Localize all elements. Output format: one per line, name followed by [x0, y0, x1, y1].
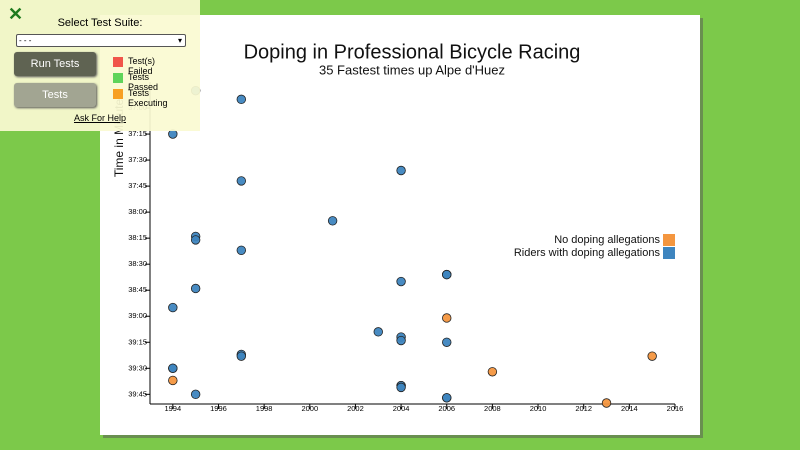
y-tick-label: 37:15 [128, 129, 147, 138]
x-tick-label: 1994 [164, 404, 181, 413]
y-tick-label: 38:30 [128, 259, 147, 268]
legend-label: Riders with doping allegations [514, 247, 661, 259]
dot [190, 235, 201, 245]
legend-label: No doping allegations [554, 234, 660, 246]
dot [236, 176, 247, 186]
y-tick-label: 39:45 [128, 389, 147, 398]
status-label: Test(s) Failed [128, 56, 155, 76]
dot [442, 337, 452, 347]
x-tick-label: 2002 [347, 404, 364, 413]
dot [236, 351, 247, 361]
status-swatch [113, 73, 123, 83]
y-tick-label: 39:15 [128, 337, 147, 346]
dot [190, 389, 201, 400]
y-tick-label: 39:30 [128, 363, 147, 372]
y-tick-label: 38:45 [128, 285, 147, 294]
legend-swatch [663, 234, 675, 246]
panel [100, 15, 700, 435]
dot [396, 165, 406, 176]
tests-button[interactable]: Tests [14, 83, 96, 107]
dot [236, 94, 247, 105]
suite-label: Select Test Suite: [57, 17, 143, 29]
y-tick-label: 37:45 [128, 181, 147, 190]
status-label: Tests Executing [128, 88, 168, 108]
status-label: Tests Passed [128, 72, 159, 92]
y-tick-label: 39:00 [128, 311, 147, 320]
dot [647, 351, 657, 361]
x-tick-label: 2014 [621, 404, 638, 413]
dot [168, 363, 178, 373]
dot [327, 216, 338, 226]
select-value: - - - [19, 36, 32, 45]
x-tick-label: 2016 [667, 404, 684, 413]
select-arrow: ▾ [177, 36, 182, 45]
dot [487, 367, 498, 377]
x-tick-label: 2012 [575, 404, 592, 413]
dot [396, 335, 406, 346]
y-tick-label: 38:15 [128, 233, 147, 242]
dot [373, 327, 383, 337]
dot [168, 302, 178, 313]
legend-swatch [663, 247, 675, 259]
y-tick-label: 37:30 [128, 155, 147, 164]
dot [168, 375, 178, 386]
dot [168, 129, 178, 139]
close-button[interactable]: ✕ [8, 4, 24, 24]
x-tick-label: 1996 [210, 404, 227, 413]
suite-select[interactable]: - - - ▾ [16, 34, 186, 47]
dot [396, 276, 406, 287]
help-link[interactable]: Ask For Help [73, 113, 126, 123]
test-panel: ✕ Select Test Suite: - - - ▾ Run Tests Te… [0, 0, 200, 131]
dot [442, 393, 452, 403]
x-tick-label: 2008 [484, 404, 501, 413]
y-tick-label: 38:00 [128, 207, 147, 216]
dot [236, 245, 247, 256]
x-tick-label: 2010 [530, 404, 547, 413]
dot [396, 382, 406, 393]
run-tests-button[interactable]: Run Tests [14, 52, 96, 76]
dot [442, 313, 452, 323]
status-swatch [113, 89, 123, 99]
dot [601, 398, 612, 408]
dot [190, 283, 201, 294]
dot [442, 269, 452, 280]
chart-subtitle: 35 Fastest times up Alpe d'Huez [319, 62, 505, 77]
x-tick-label: 2000 [301, 404, 318, 413]
x-tick-label: 2004 [393, 404, 410, 413]
chart-title: Doping in Professional Bicycle Racing [244, 41, 581, 63]
x-tick-label: 2006 [438, 404, 455, 413]
x-tick-label: 1998 [256, 404, 273, 413]
status-swatch [113, 57, 123, 67]
